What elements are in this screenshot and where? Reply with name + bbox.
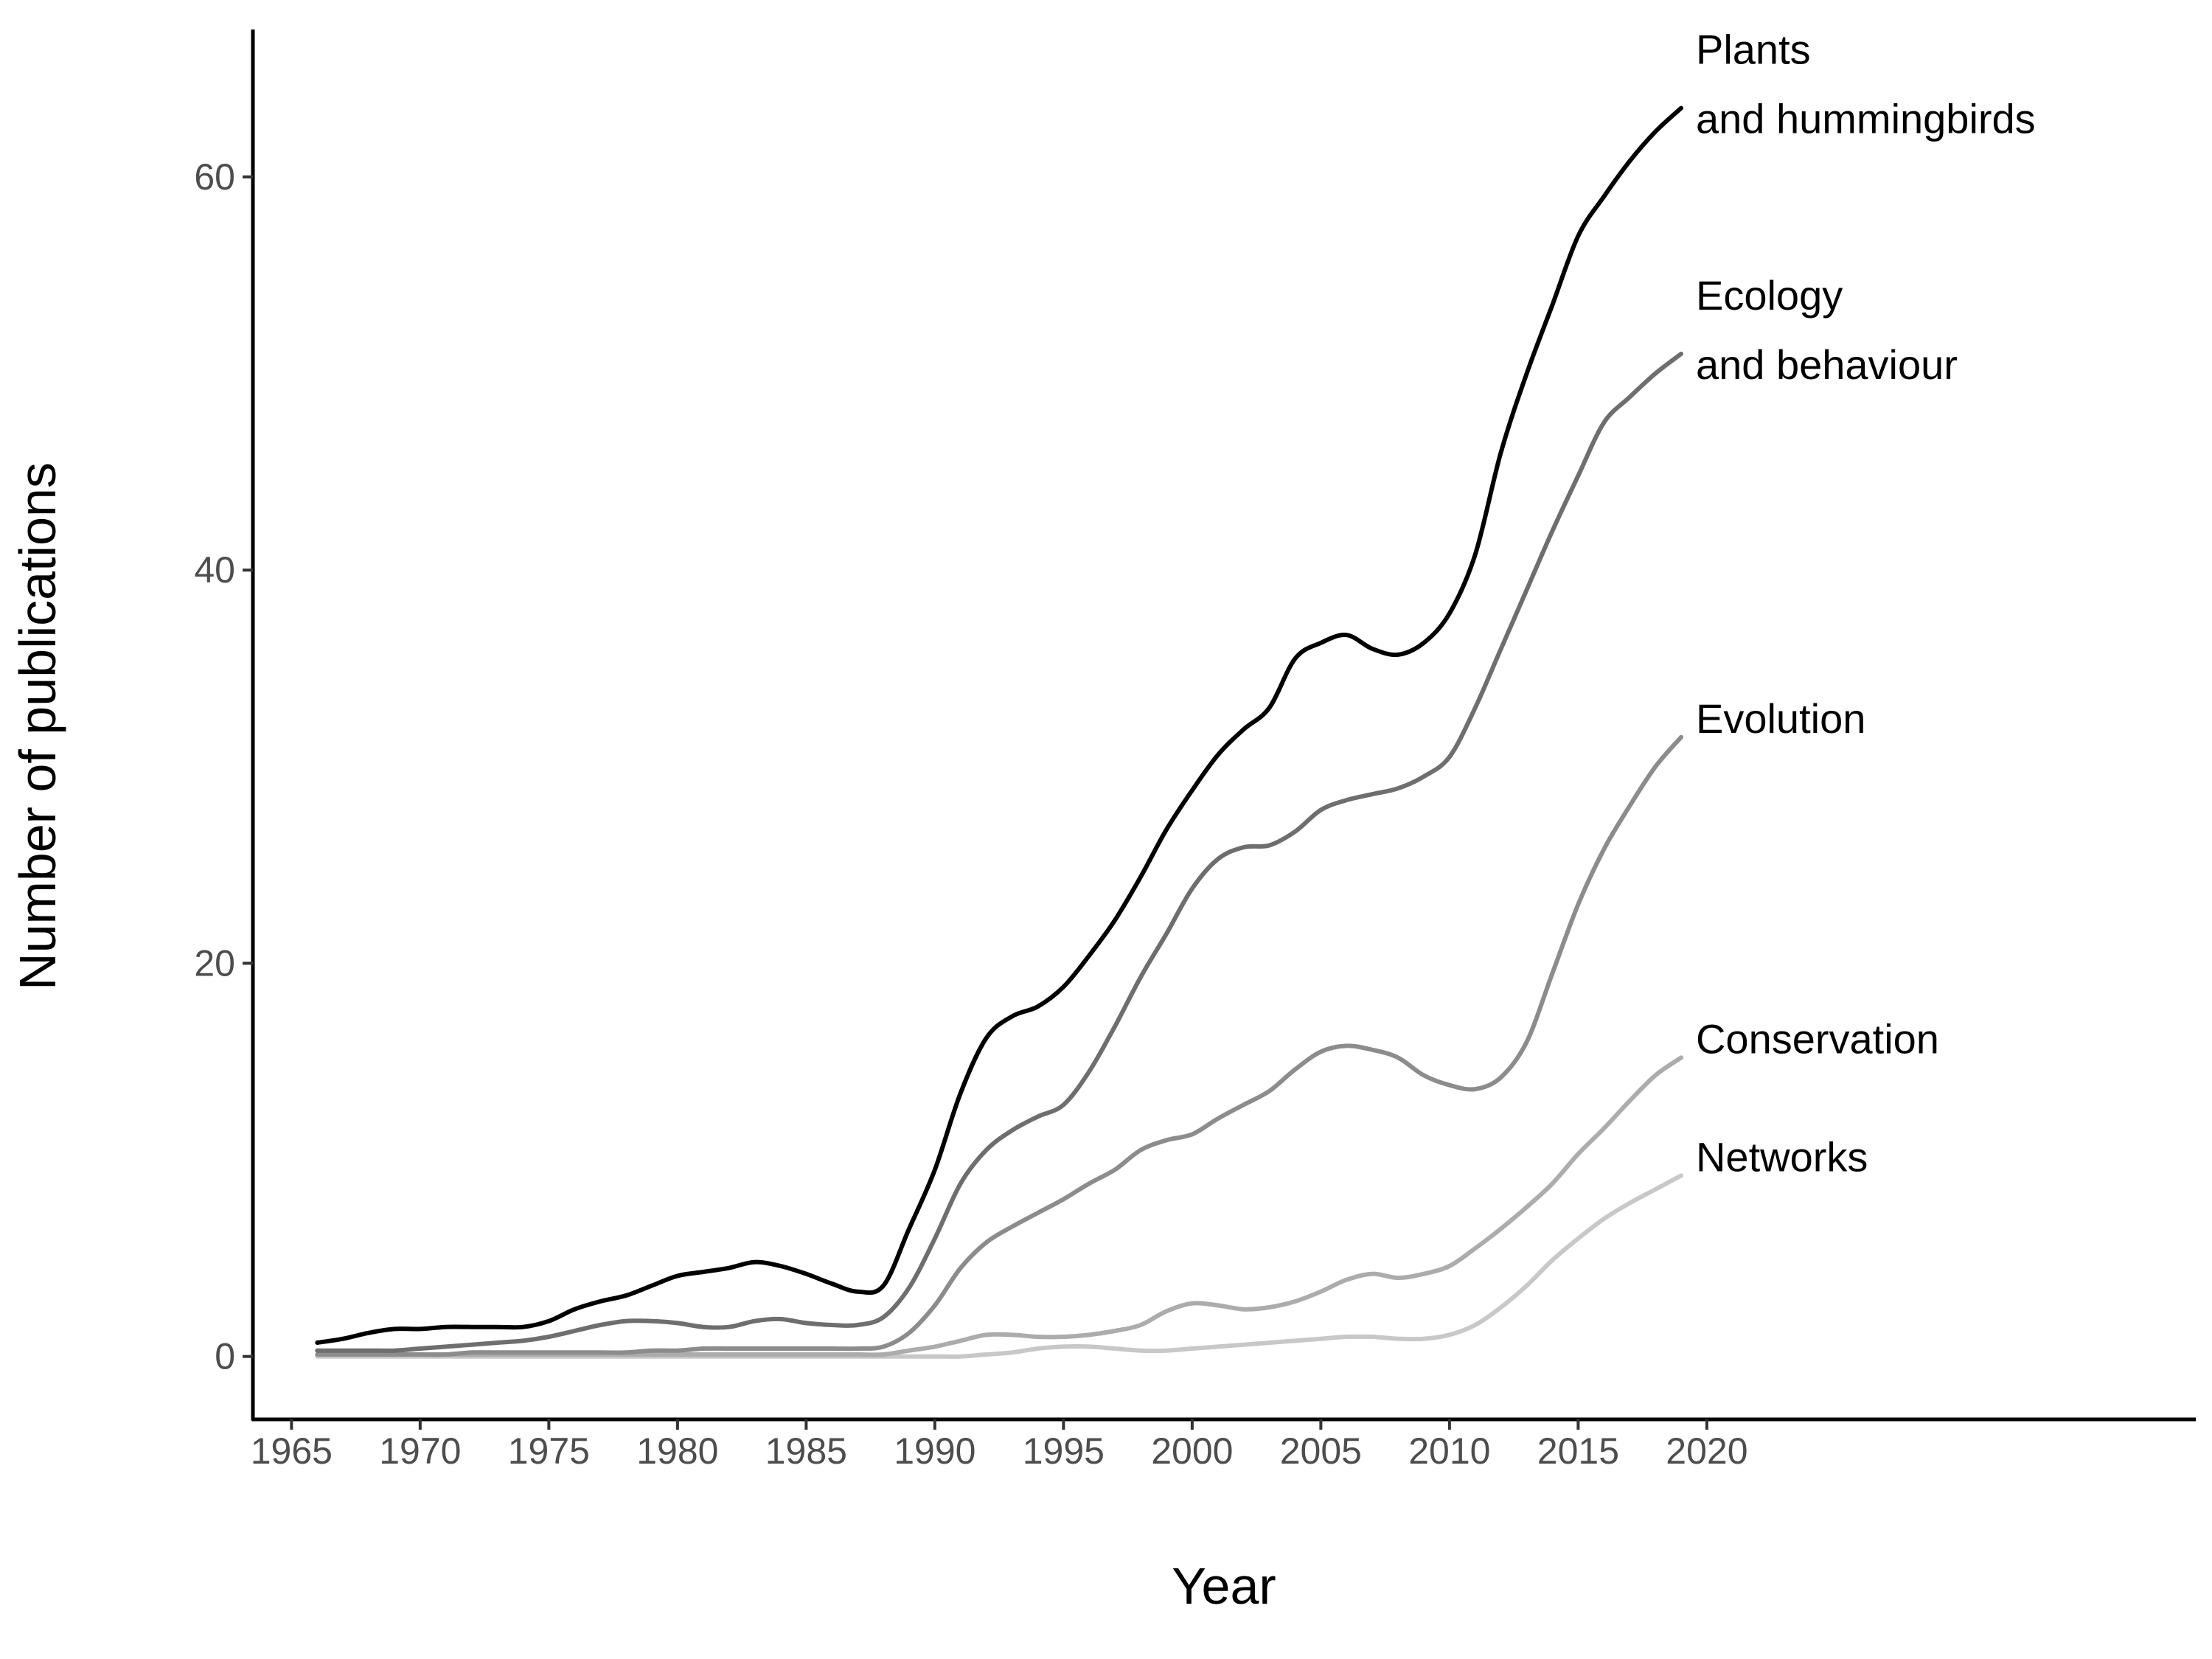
series-label-plants-and-hummingbirds: and hummingbirds — [1696, 96, 2036, 142]
x-axis-title: Year — [1172, 1557, 1276, 1615]
series-label-ecology-and-behaviour: and behaviour — [1696, 341, 1958, 388]
series-label-networks: Networks — [1696, 1133, 1868, 1180]
x-tick-label: 1980 — [636, 1430, 718, 1472]
x-tick-label: 1965 — [251, 1430, 333, 1472]
series-line-plants-and-hummingbirds — [315, 105, 1683, 1345]
y-tick-label: 0 — [215, 1336, 235, 1377]
y-tick-label: 20 — [194, 942, 235, 984]
y-tick-label: 60 — [194, 156, 235, 198]
y-tick-label: 40 — [194, 549, 235, 591]
series-layer — [315, 105, 1683, 1359]
series-labels: Plants and hummingbirds Ecology and behavio… — [1696, 27, 2036, 1180]
series-line-ecology-and-behaviour — [315, 351, 1683, 1353]
x-tick-label: 1995 — [1023, 1430, 1105, 1472]
y-axis-title: Number of publications — [9, 462, 66, 990]
x-tick-label: 2000 — [1151, 1430, 1233, 1472]
x-tick-label: 1990 — [894, 1430, 975, 1472]
x-tick-label: 2010 — [1408, 1430, 1490, 1472]
x-tick-label: 1985 — [765, 1430, 847, 1472]
series-label-plants-and-hummingbirds: Plants — [1696, 27, 1811, 73]
x-tick-label: 2005 — [1280, 1430, 1362, 1472]
x-tick-label: 1970 — [379, 1430, 461, 1472]
x-tick-label: 1975 — [508, 1430, 590, 1472]
x-tick-label: 2020 — [1666, 1430, 1747, 1472]
series-label-evolution: Evolution — [1696, 695, 1865, 742]
series-label-conservation: Conservation — [1696, 1015, 1939, 1062]
x-tick-label: 2015 — [1537, 1430, 1619, 1472]
series-line-evolution — [315, 734, 1683, 1357]
axes: 1965 1970 1975 1980 1985 1990 1995 2000 2005 2010… — [194, 29, 2196, 1472]
series-label-ecology-and-behaviour: Ecology — [1696, 272, 1843, 319]
